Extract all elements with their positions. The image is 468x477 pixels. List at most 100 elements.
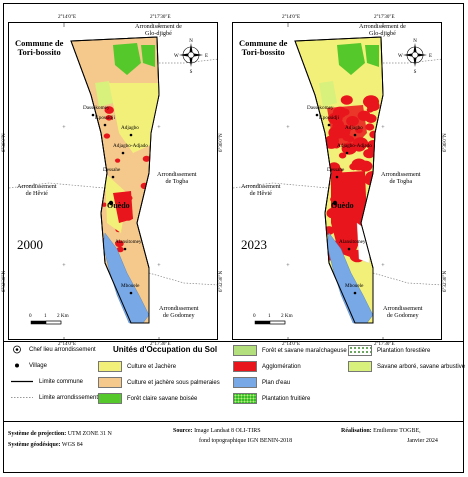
map-year: 2000 [17,237,43,252]
map-panel-2023: + + + + N E W S Commune de Tori-bossito Arrond… [232,22,442,340]
village-point [327,123,331,127]
legend-label: Agglomération [262,363,301,370]
label-hevie: Arrondissement de Hêvié [241,183,281,198]
legend-culture-palmeraie: Culture et jachère sous palmeraies [98,377,220,388]
scale-label-0: 0 [253,313,256,319]
commune-title: Commune de Tori-bossito [15,38,64,58]
legend-title: Unités d'Occupation du Sol [113,345,218,354]
limite-arrondissement-line [372,272,441,286]
village-point [335,175,339,179]
town-label: Mbouele [345,283,364,289]
village-point [353,133,357,137]
culture-jachere-zone [109,83,159,153]
geodesic-value: WGS 84 [61,442,83,448]
svg-text:S: S [190,70,193,75]
left-tick-label: 6°36'0"N [219,133,224,152]
village-point [129,291,133,295]
legend-culture-jachere: Culture et Jachère [98,361,176,372]
legend-label: Limite arrondissement [39,394,99,401]
swatch [233,345,257,356]
village-point [345,151,349,155]
town-label: Adjagbo-Adjado [337,143,372,149]
top-tick-label: 2°14'0"E [282,15,300,20]
svg-text:+: + [381,125,385,131]
agglomeration-patch [340,95,353,105]
town-label: Adjagbo [121,125,139,131]
svg-text:S: S [414,70,417,75]
agglomeration-patch [105,115,113,121]
agglomeration-patch [349,163,358,171]
swatch [348,345,372,356]
town-label: Dassekomey [83,105,110,111]
north-arrow-icon: N E W S [398,39,432,75]
top-tick-label: 2°17'30"E [374,15,395,20]
svg-text:E: E [205,54,208,59]
legend-savane-arboree: Savane arboré, savane arbustive [348,361,465,372]
right-tick-label: 6°36'0"N [443,133,448,152]
bottom-tick-label: 2°17'30"E [150,342,171,347]
agglomeration-patch [116,246,124,253]
town-label: Mbouele [121,283,140,289]
village-point [123,247,127,251]
commune-title: Commune de Tori-bossito [239,38,288,58]
map-svg: + + + + N E W S [9,23,217,339]
agglomeration-patch [366,100,380,112]
agglomeration-patch [115,158,121,163]
limite-arrondissement-line [148,272,217,286]
agglomeration-patch [104,106,114,114]
bottom-tick-label: 2°14'0"E [58,342,76,347]
legend-label: Culture et jachère sous palmeraies [127,379,220,386]
svg-text:+: + [157,263,161,269]
legend-label: Forêt et savane maraîchageuse [262,347,347,354]
legend-label: Village [29,362,47,369]
legend-limite-arr: Limite arrondissement [11,393,98,402]
svg-text:+: + [381,263,385,269]
agglomeration-ouedo [113,191,133,223]
realisation-date: Janvier 2024 [407,438,438,444]
village-point [111,175,115,179]
swatch [98,361,122,372]
bottom-tick-label: 2°17'30"E [374,342,395,347]
label-hevie: Arrondissement de Hêvié [17,183,57,198]
swatch [98,377,122,388]
savane-patch [319,81,337,107]
foret-claire-patch [141,45,155,67]
left-tick-label: 6°32'30"N [2,270,7,292]
svg-text:+: + [62,125,66,131]
legend-plantation-forestiere: Plantation forestière [348,345,430,356]
scale-bar [30,320,62,325]
right-tick-label: 6°32'30"N [443,270,448,292]
source-value-2: fond topographique IGN BENIN-2018 [199,438,293,444]
map-svg: + + + + N E W S [233,23,441,339]
legend-label: Limite commune [39,378,84,385]
svg-text:+: + [62,263,66,269]
limite-arrondissement-line [233,182,329,189]
swatch [348,361,372,372]
legend-chef-lieu: Chef lieu arrondissement [11,345,96,354]
top-tick-label: 2°17'30"E [150,15,171,20]
scale-label-1: 1 [44,313,47,319]
scale-label-2: 2 Km [281,313,293,319]
label-godomey: Arrondissement de Godomey [159,305,199,320]
legend-agglomeration: Agglomération [233,361,301,372]
agglomeration-patch [338,152,347,159]
limite-arrondissement-line [383,58,441,64]
source-label: Source: [173,428,193,434]
town-label: Dassekomey [307,105,334,111]
town-label: Adjagbo-Adjado [113,143,148,149]
town-label: Kpossidji [319,115,339,121]
swatch [233,393,257,404]
legend-label: Chef lieu arrondissement [29,346,96,353]
legend: Unités d'Occupation du Sol Chef lieu arr… [3,341,465,421]
map-year: 2023 [241,237,267,252]
town-label: Ouèdo [331,201,354,210]
top-tick-label: 2°14'0"E [58,15,76,20]
map-frame [3,3,464,473]
svg-text:E: E [429,54,432,59]
town-label: Kpossidji [95,115,115,121]
legend-plantation-fruitiere: Plantation fruitière [233,393,310,404]
agglomeration-patch [363,148,375,159]
swatch [233,361,257,372]
realisation-label: Réalisation: [341,428,372,434]
label-glo-djigbe: Arrondissement de Glo-djigbé [359,23,406,38]
